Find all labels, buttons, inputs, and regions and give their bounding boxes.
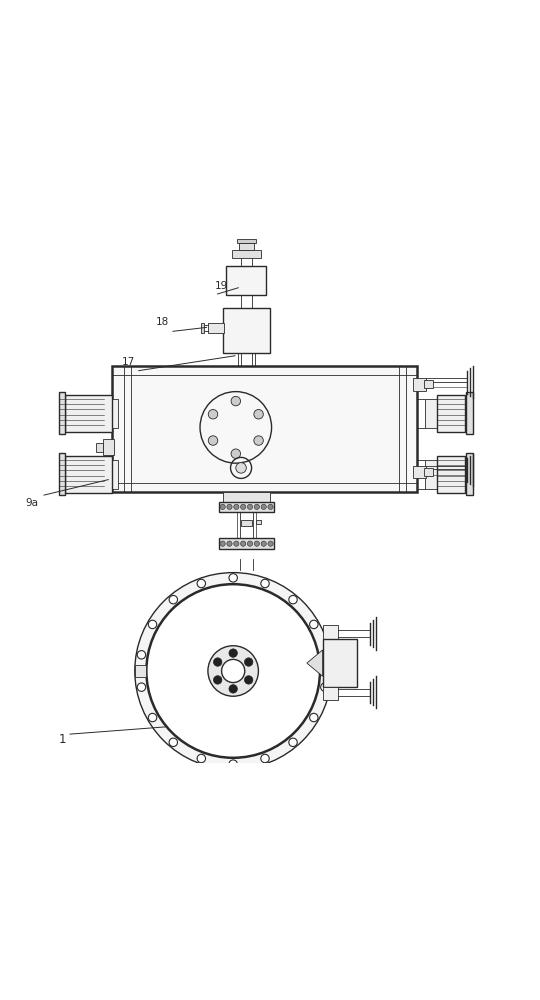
Polygon shape <box>114 444 120 451</box>
Text: 9a: 9a <box>25 498 38 508</box>
Bar <box>425 399 437 428</box>
Bar <box>232 250 261 258</box>
Circle shape <box>309 713 318 722</box>
Circle shape <box>221 659 245 683</box>
Circle shape <box>254 504 260 509</box>
Bar <box>466 392 472 434</box>
Circle shape <box>220 541 225 546</box>
Circle shape <box>261 504 266 509</box>
Circle shape <box>245 676 253 684</box>
Circle shape <box>247 541 253 546</box>
Circle shape <box>169 738 178 747</box>
Circle shape <box>245 658 253 666</box>
Text: 17: 17 <box>122 357 135 367</box>
Bar <box>112 366 417 492</box>
Circle shape <box>135 573 332 769</box>
Circle shape <box>213 658 222 666</box>
Bar <box>58 453 65 495</box>
Bar <box>437 395 464 432</box>
Circle shape <box>254 436 264 445</box>
Bar <box>135 665 146 677</box>
Bar <box>241 520 252 526</box>
Circle shape <box>321 651 329 659</box>
Circle shape <box>234 541 239 546</box>
Circle shape <box>261 579 269 588</box>
Circle shape <box>309 620 318 629</box>
Bar <box>423 380 433 388</box>
Bar <box>58 392 65 434</box>
Bar <box>322 639 357 687</box>
Bar <box>425 460 437 489</box>
Text: 1: 1 <box>58 733 66 746</box>
Circle shape <box>208 646 259 696</box>
Bar <box>239 243 254 250</box>
Circle shape <box>227 504 232 509</box>
Circle shape <box>240 504 246 509</box>
Circle shape <box>321 683 329 691</box>
Bar <box>437 456 464 493</box>
Bar <box>256 520 261 524</box>
Circle shape <box>289 595 297 604</box>
Circle shape <box>261 754 269 763</box>
Circle shape <box>197 579 206 588</box>
Circle shape <box>240 541 246 546</box>
Circle shape <box>247 504 253 509</box>
Circle shape <box>137 683 146 691</box>
Bar <box>466 453 472 495</box>
Circle shape <box>268 504 273 509</box>
Circle shape <box>148 713 157 722</box>
Bar <box>322 625 339 640</box>
Polygon shape <box>307 650 322 676</box>
Circle shape <box>220 504 225 509</box>
Bar <box>237 239 256 243</box>
Bar <box>104 399 118 428</box>
Circle shape <box>254 541 260 546</box>
Bar <box>104 460 118 489</box>
Bar <box>222 308 270 353</box>
Circle shape <box>268 541 273 546</box>
Circle shape <box>229 685 238 693</box>
Bar <box>65 395 112 432</box>
Bar <box>219 502 274 512</box>
Circle shape <box>208 436 218 445</box>
Circle shape <box>254 410 264 419</box>
Bar <box>65 456 112 493</box>
Circle shape <box>208 410 218 419</box>
Text: 19: 19 <box>215 281 228 291</box>
Circle shape <box>229 574 238 582</box>
Circle shape <box>197 754 206 763</box>
Circle shape <box>146 584 320 758</box>
Bar <box>423 468 433 476</box>
Bar <box>226 266 266 295</box>
Circle shape <box>234 504 239 509</box>
Circle shape <box>169 595 178 604</box>
Circle shape <box>137 651 146 659</box>
Circle shape <box>227 541 232 546</box>
Circle shape <box>148 620 157 629</box>
Circle shape <box>289 738 297 747</box>
Bar <box>413 378 426 391</box>
Bar <box>219 538 274 549</box>
Text: 18: 18 <box>156 317 169 327</box>
Bar <box>413 466 426 478</box>
Circle shape <box>231 449 240 458</box>
Bar <box>208 323 224 333</box>
Circle shape <box>229 760 238 768</box>
Bar <box>200 323 204 333</box>
Bar <box>222 492 270 502</box>
Circle shape <box>231 396 240 406</box>
Bar <box>103 439 114 455</box>
Circle shape <box>229 649 238 657</box>
Circle shape <box>213 676 222 684</box>
Bar <box>96 443 103 452</box>
Circle shape <box>236 463 246 473</box>
Bar <box>322 687 339 700</box>
Circle shape <box>261 541 266 546</box>
